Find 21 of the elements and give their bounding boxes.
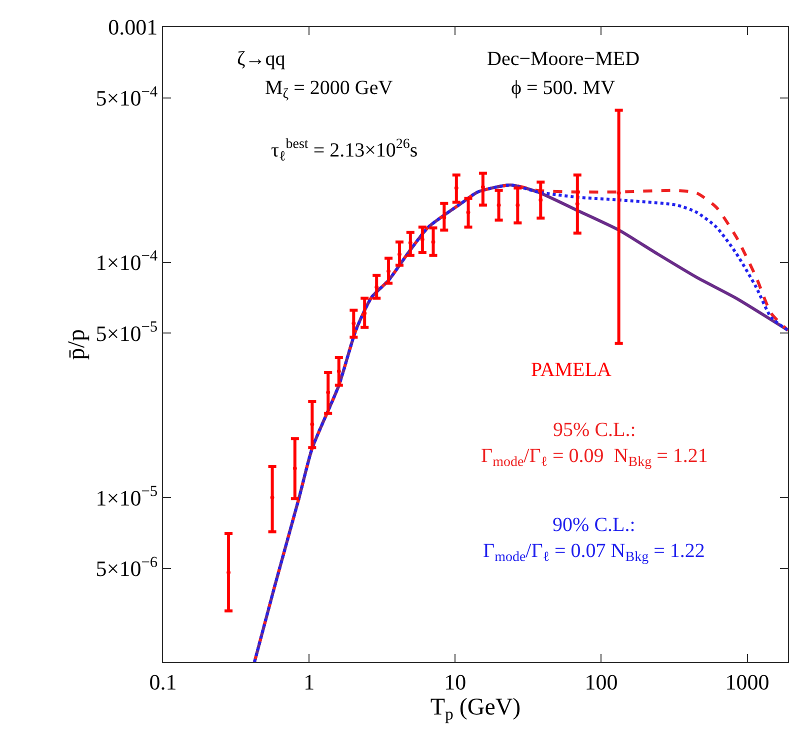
x-tick-label: 100 [584, 669, 618, 694]
y-tick-label: 5×10$^{−6}$ [96, 554, 158, 582]
annotation: τ$_{ℓ}$$^{best}$ = 2.13×10$^{26}$s [271, 137, 418, 165]
annotation: ζ→qq [237, 48, 286, 70]
y-axis-title: p̄/p [64, 329, 90, 360]
y-tick-label: 1×10$^{−4}$ [96, 248, 158, 275]
y-tick-label: 5×10$^{−5}$ [96, 318, 158, 346]
x-tick-label: 1000 [725, 669, 770, 694]
x-axis-title: T$_{p}$ (GeV) [430, 694, 521, 724]
y-tick-label: 1×10$^{−5}$ [96, 483, 158, 510]
annotation: ϕ = 500. MV [511, 77, 616, 99]
annotation: M$_{ζ}$ = 2000 GeV [265, 77, 394, 102]
x-tick-label: 10 [444, 669, 466, 694]
x-tick-label: 0.1 [149, 669, 177, 694]
x-tick-label: 1 [304, 669, 315, 694]
text: 90% C.L.: Γ$_{mode}$/Γ$_{ℓ}$ = 0.07 N$_{Bkg}$ = 1.22 [483, 514, 705, 566]
y-tick-label: 0.001 [108, 14, 158, 40]
y-tick-label: 5×10$^{−4}$ [96, 83, 158, 111]
annotation: Dec−Moore−MED [487, 48, 640, 70]
text: 95% C.L.: Γ$_{mode}$/Γ$_{ℓ}$ = 0.09 N$_{Bkg}$ = 1.21 [481, 419, 708, 470]
text: PAMELA [531, 359, 612, 381]
